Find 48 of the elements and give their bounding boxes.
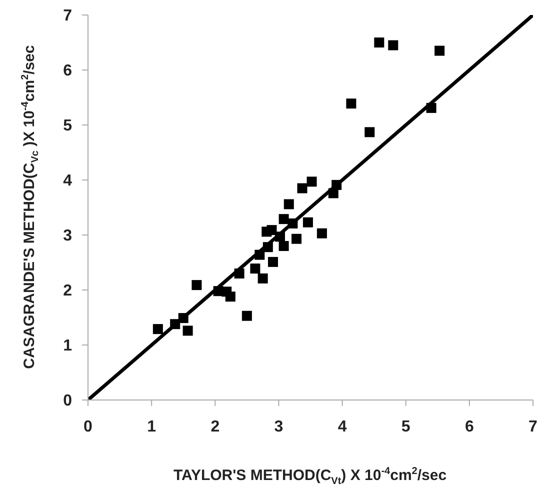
y-tick-label: 2 bbox=[63, 282, 72, 300]
point bbox=[182, 326, 193, 336]
point bbox=[225, 292, 236, 302]
point bbox=[152, 324, 163, 334]
x-tick-label: 0 bbox=[84, 418, 93, 436]
y-tick-label: 0 bbox=[63, 392, 72, 410]
y-tick-label: 5 bbox=[63, 118, 72, 135]
point bbox=[316, 228, 327, 238]
point bbox=[258, 273, 268, 284]
x-tick-label: 1 bbox=[147, 418, 156, 436]
point bbox=[434, 46, 445, 56]
point bbox=[346, 98, 356, 109]
x-tick-label: 4 bbox=[338, 418, 347, 436]
point bbox=[192, 280, 202, 290]
point bbox=[274, 232, 285, 242]
point bbox=[254, 250, 265, 260]
point bbox=[278, 241, 289, 251]
point bbox=[278, 214, 289, 224]
point bbox=[178, 313, 188, 324]
point bbox=[170, 319, 180, 330]
point bbox=[364, 127, 375, 138]
point bbox=[268, 256, 278, 267]
point bbox=[242, 310, 252, 321]
y-tick-label: 6 bbox=[63, 62, 72, 80]
point bbox=[374, 38, 384, 48]
point bbox=[332, 180, 342, 190]
point bbox=[266, 225, 277, 236]
x-tick-label: 7 bbox=[528, 418, 538, 436]
x-tick-label: 3 bbox=[274, 418, 284, 436]
point bbox=[250, 264, 260, 274]
y-tick-label: 1 bbox=[63, 338, 72, 355]
point bbox=[284, 199, 294, 210]
point bbox=[306, 176, 317, 187]
y-tick-label: 3 bbox=[63, 228, 72, 245]
point bbox=[297, 183, 308, 194]
x-tick-label: 2 bbox=[210, 418, 220, 436]
point bbox=[292, 234, 302, 244]
point bbox=[262, 242, 273, 252]
point bbox=[426, 102, 436, 113]
point bbox=[288, 218, 298, 228]
x-axis-title: TAYLOR'S METHOD(C$_{Vt}$) X 10$^{-4}$cm$^{2}$/sec bbox=[173, 466, 447, 487]
y-tick-label: 4 bbox=[63, 172, 72, 190]
point bbox=[388, 40, 398, 50]
y-tick-label: 7 bbox=[63, 8, 72, 25]
x-tick-label: 5 bbox=[401, 418, 410, 436]
point bbox=[234, 268, 244, 278]
point bbox=[302, 217, 313, 228]
x-tick-label: 6 bbox=[464, 418, 474, 436]
